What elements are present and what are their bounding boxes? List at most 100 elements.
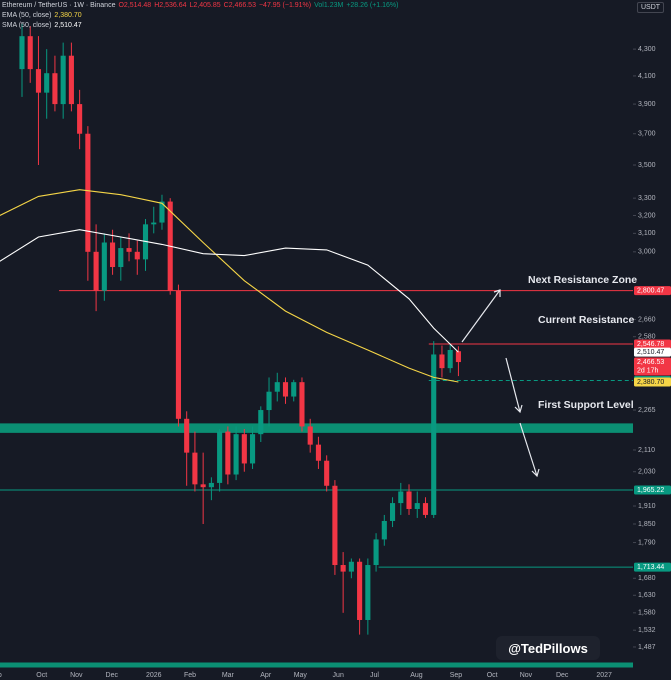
candle-body bbox=[200, 484, 206, 488]
candle-body bbox=[101, 242, 107, 291]
y-tick-label: 3,100 bbox=[638, 230, 656, 237]
arrow-down bbox=[519, 422, 540, 478]
y-tick-label: 4,100 bbox=[638, 73, 656, 80]
candle-body bbox=[134, 251, 140, 260]
candle-body bbox=[250, 434, 256, 464]
candle-body bbox=[447, 349, 453, 369]
x-tick-label: Mar bbox=[222, 672, 235, 679]
price-label-box bbox=[634, 286, 671, 296]
candle-body bbox=[68, 55, 74, 105]
x-tick-label: Feb bbox=[184, 672, 196, 679]
candle-body bbox=[208, 482, 214, 488]
candle-body bbox=[19, 36, 25, 70]
y-tick-label: 2,265 bbox=[638, 407, 656, 414]
ohlc-open: O2,514.48 bbox=[118, 2, 152, 9]
volume-change: +28.26 (+1.16%) bbox=[346, 2, 399, 9]
price-label-box bbox=[634, 377, 671, 387]
candle-body bbox=[151, 222, 157, 225]
y-tick-label: 1,790 bbox=[638, 539, 656, 546]
x-tick-label: Dec bbox=[556, 672, 569, 679]
candle-body bbox=[307, 426, 313, 445]
candle-body bbox=[175, 290, 181, 419]
candle-body bbox=[233, 434, 239, 475]
y-tick-label: 3,200 bbox=[638, 212, 656, 219]
x-tick-label: Jun bbox=[333, 672, 344, 679]
x-tick-label: Jul bbox=[370, 672, 379, 679]
candle-body bbox=[406, 491, 412, 509]
plot: p Oct Nov Dec 2026 Feb Mar Apr May Jun Jul Aug Sep Oc… bbox=[0, 23, 633, 679]
price-label: 2,546.78 bbox=[637, 341, 664, 348]
ema-legend: EMA (50, close) 2,380.70 bbox=[2, 12, 82, 19]
y-tick-label: 3,700 bbox=[638, 131, 656, 138]
candle-body bbox=[439, 354, 445, 369]
ma-line bbox=[0, 229, 459, 353]
change: −47.95 (−1.91%) bbox=[258, 2, 312, 9]
price-axis: 4,300 4,100 3,900 3,700 3,500 3,300 3,200 3,100… bbox=[633, 46, 671, 651]
x-tick-label: Dec bbox=[106, 672, 119, 679]
volume: Vol1.23M bbox=[314, 2, 344, 9]
sma-legend: SMA (50, close) 2,510.47 bbox=[2, 22, 82, 29]
candle-body bbox=[332, 485, 338, 566]
ma-line bbox=[0, 189, 459, 383]
candle-body bbox=[118, 248, 124, 268]
y-tick-label: 2,580 bbox=[638, 334, 656, 341]
y-tick-label: 1,850 bbox=[638, 521, 656, 528]
price-label-sub: 2d 17h bbox=[637, 367, 659, 374]
price-label-box bbox=[634, 485, 671, 495]
y-tick-label: 2,110 bbox=[638, 447, 655, 454]
candle-body bbox=[324, 460, 330, 486]
x-tick-label: Sep bbox=[450, 672, 463, 679]
y-tick-label: 3,000 bbox=[638, 249, 656, 256]
candle-body bbox=[299, 382, 305, 427]
candle-body bbox=[27, 36, 33, 70]
price-label: 2,510.47 bbox=[637, 349, 664, 356]
arrow-down bbox=[505, 357, 523, 414]
candle-body bbox=[93, 251, 99, 291]
y-tick-label: 1,487 bbox=[638, 644, 656, 651]
x-tick-label: Oct bbox=[487, 672, 498, 679]
price-label: 2,466.53 bbox=[637, 359, 664, 366]
price-label: 1,713.44 bbox=[637, 564, 664, 571]
price-label-box bbox=[634, 347, 671, 357]
y-tick-label: 1,580 bbox=[638, 610, 656, 617]
currency: USDT bbox=[637, 2, 665, 13]
x-tick-label: Nov bbox=[520, 672, 533, 679]
candle-body bbox=[52, 73, 58, 105]
ema-value: 2,380.70 bbox=[54, 12, 82, 19]
candle-body bbox=[85, 133, 91, 252]
y-tick-label: 3,900 bbox=[638, 101, 656, 108]
candle-body bbox=[159, 201, 165, 223]
candle-body bbox=[217, 431, 223, 483]
ohlc-close: C2,466.53 bbox=[223, 2, 256, 9]
arrow-up bbox=[461, 289, 501, 343]
y-tick-label: 1,630 bbox=[638, 592, 656, 599]
support-zone bbox=[0, 423, 633, 433]
x-tick-label: Aug bbox=[410, 672, 423, 679]
price-label: 2,380.70 bbox=[637, 379, 664, 386]
annotation: First Support Level bbox=[538, 399, 634, 411]
x-tick-label: 2026 bbox=[146, 672, 162, 679]
price-label-box bbox=[634, 339, 671, 349]
candle-body bbox=[126, 248, 132, 252]
candle-body bbox=[35, 69, 42, 93]
x-tick-label: Nov bbox=[70, 672, 83, 679]
candle-body bbox=[315, 444, 321, 461]
price-label-box bbox=[634, 357, 671, 376]
y-tick-label: 1,532 bbox=[638, 627, 656, 634]
x-tick-label: 2027 bbox=[596, 672, 612, 679]
sma-name: SMA (50, close) bbox=[2, 22, 52, 29]
candle-body bbox=[225, 431, 231, 475]
watermark: @TedPillows bbox=[496, 636, 600, 660]
candle-body bbox=[110, 242, 116, 268]
candle-body bbox=[414, 503, 420, 509]
annotation: Next Resistance Zone bbox=[528, 274, 638, 286]
x-tick-label: p bbox=[0, 672, 2, 679]
candle-body bbox=[274, 382, 280, 392]
candle-body bbox=[241, 434, 247, 464]
candle-body bbox=[373, 539, 379, 566]
x-tick-label: Oct bbox=[36, 672, 47, 679]
candle-body bbox=[398, 491, 404, 504]
candle-body bbox=[184, 418, 190, 453]
